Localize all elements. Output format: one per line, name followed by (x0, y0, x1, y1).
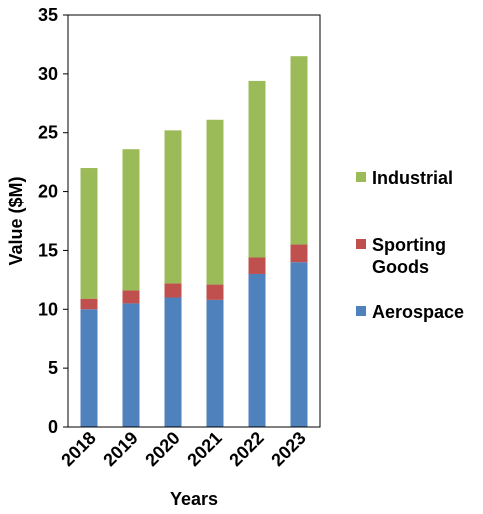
x-axis-ticks: 2018 2019 2020 2021 2022 2023 (57, 428, 309, 470)
legend-label: Industrial (372, 168, 453, 188)
bars (80, 56, 308, 427)
bar-industrial-2020 (164, 130, 182, 284)
bar-aerospace-2021 (206, 299, 224, 427)
bar-sporting-goods-2019 (122, 290, 140, 304)
y-tick-label: 30 (38, 64, 58, 84)
bar-aerospace-2022 (248, 273, 266, 427)
legend-label: Goods (372, 257, 429, 277)
bar-industrial-2022 (248, 80, 266, 258)
y-tick-label: 10 (38, 299, 58, 319)
x-tick-label: 2019 (99, 428, 141, 470)
bar-sporting-goods-2018 (80, 298, 98, 310)
y-tick-label: 0 (48, 417, 58, 437)
x-tick-label: 2022 (225, 428, 267, 470)
bar-aerospace-2023 (290, 262, 308, 427)
x-tick-label: 2018 (57, 428, 99, 470)
bar-industrial-2019 (122, 149, 140, 291)
y-axis-title: Value ($M) (6, 176, 26, 265)
legend-label: Sporting (372, 235, 446, 255)
y-tick-label: 25 (38, 123, 58, 143)
legend-label: Aerospace (372, 302, 464, 322)
legend-swatch-industrial (356, 172, 366, 182)
legend-swatch-sporting-goods (356, 239, 366, 249)
y-tick-label: 35 (38, 5, 58, 25)
y-tick-label: 15 (38, 240, 58, 260)
plot-area-frame (67, 14, 321, 428)
bar-sporting-goods-2023 (290, 244, 308, 263)
bar-aerospace-2019 (122, 303, 140, 427)
bar-industrial-2021 (206, 119, 224, 285)
y-tick-label: 20 (38, 182, 58, 202)
x-tick-label: 2021 (183, 428, 225, 470)
x-tick-label: 2020 (141, 428, 183, 470)
x-tick-label: 2023 (267, 428, 309, 470)
bar-sporting-goods-2020 (164, 283, 182, 298)
x-axis-title: Years (170, 489, 218, 509)
bar-industrial-2018 (80, 168, 98, 299)
bar-aerospace-2020 (164, 297, 182, 427)
bar-sporting-goods-2022 (248, 257, 266, 274)
y-tick-label: 5 (48, 358, 58, 378)
bar-aerospace-2018 (80, 309, 98, 427)
bar-sporting-goods-2021 (206, 284, 224, 300)
y-axis-ticks: 0 5 10 15 20 25 30 35 (38, 5, 68, 437)
bar-industrial-2023 (290, 56, 308, 245)
legend-swatch-aerospace (356, 306, 366, 316)
